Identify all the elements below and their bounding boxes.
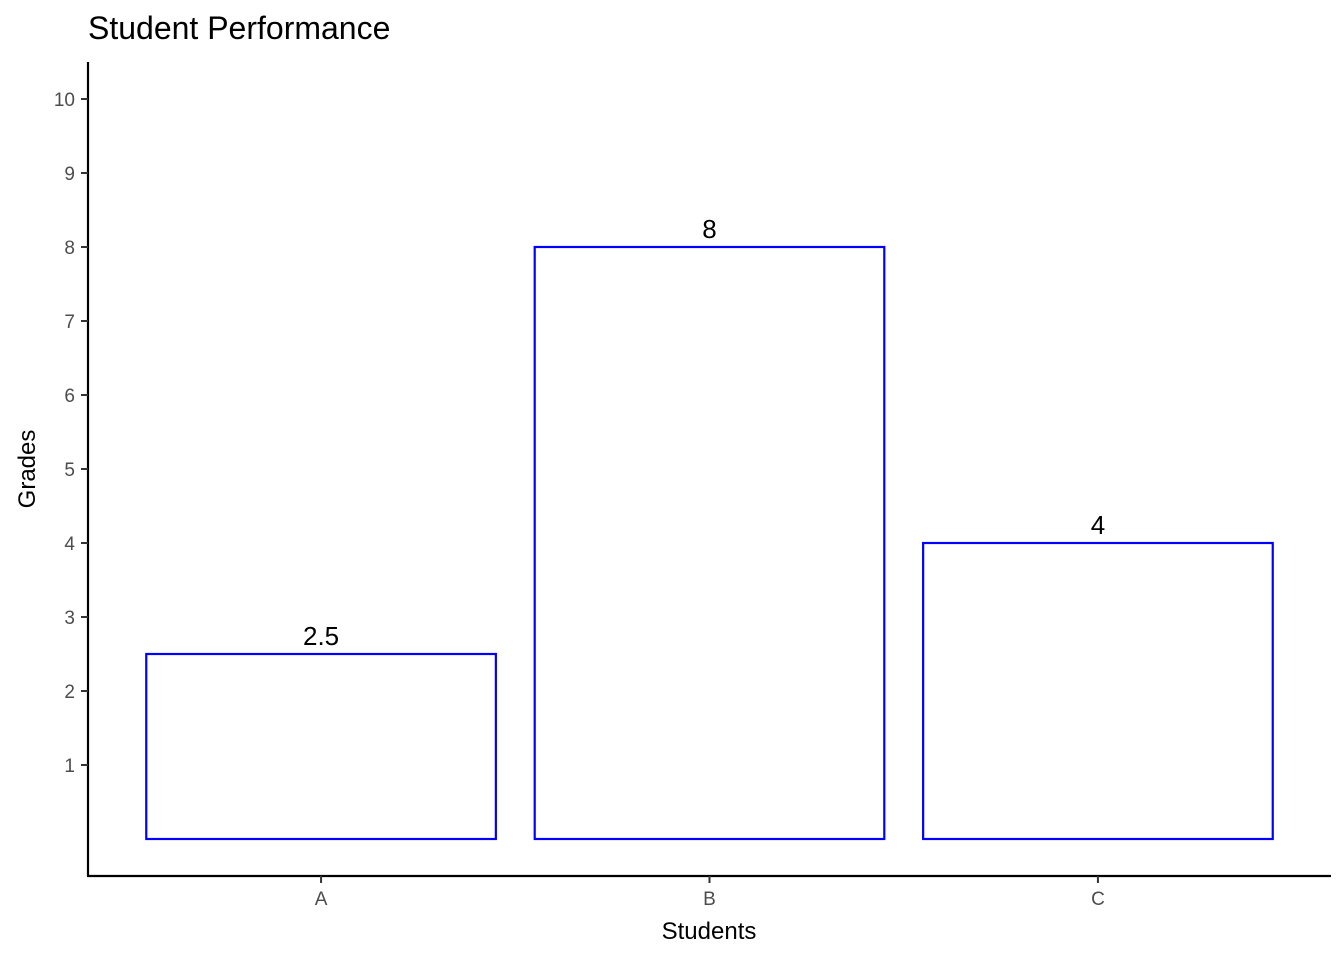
- y-tick-label-4: 4: [64, 534, 75, 555]
- y-tick-label-2: 2: [64, 682, 75, 703]
- data-label-c: 4: [1091, 510, 1105, 540]
- y-tick-label-3: 3: [64, 608, 75, 629]
- data-label-b: 8: [702, 214, 716, 244]
- plot-area: 2.5 8 4: [145, 214, 1274, 841]
- bar-a: [145, 652, 497, 841]
- y-tick-label-6: 6: [64, 386, 75, 407]
- y-tick-label-10: 10: [54, 90, 75, 111]
- chart-title: Student Performance: [88, 10, 390, 46]
- bar-c: [922, 541, 1274, 841]
- x-axis-title: Students: [662, 918, 757, 945]
- x-tick-label-a: A: [315, 889, 328, 910]
- x-tick-label-b: B: [703, 889, 716, 910]
- y-tick-label-5: 5: [64, 460, 75, 481]
- y-axis-title: Grades: [14, 430, 41, 509]
- y-tick-label-9: 9: [64, 164, 75, 185]
- y-tick-label-7: 7: [64, 312, 75, 333]
- y-tick-label-8: 8: [64, 238, 75, 259]
- y-tick-label-1: 1: [64, 756, 75, 777]
- x-tick-label-c: C: [1091, 889, 1105, 910]
- bar-b: [533, 245, 886, 841]
- data-label-a: 2.5: [303, 621, 339, 651]
